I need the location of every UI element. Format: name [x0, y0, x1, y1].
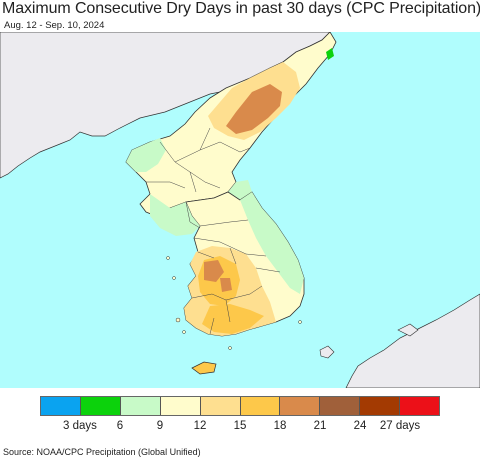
date-range: Aug. 12 - Sep. 10, 2024 — [4, 20, 105, 31]
nk-dark-green-spot — [326, 48, 334, 60]
legend-swatch — [240, 397, 281, 415]
legend-swatch — [80, 397, 121, 415]
island-dot — [298, 320, 302, 324]
source-note: Source: NOAA/CPC Precipitation (Global U… — [3, 447, 201, 457]
legend-swatch — [320, 397, 361, 415]
sk-brown-spot-2 — [220, 278, 232, 292]
island-dot — [172, 276, 176, 280]
legend-swatch — [200, 397, 241, 415]
nk-brown-zone — [226, 84, 282, 134]
legend-swatch — [160, 397, 201, 415]
jeju-island — [191, 361, 217, 375]
legend-swatch — [400, 397, 440, 415]
nk-green-east — [228, 180, 252, 200]
admin-boundaries — [146, 127, 281, 335]
map-canvas — [0, 32, 480, 388]
island-dot — [166, 256, 170, 260]
sk-orange-south — [202, 304, 264, 334]
legend-label: 6 — [116, 420, 124, 432]
japan-kyushu — [345, 293, 480, 388]
legend-label: 12 — [193, 420, 207, 432]
legend-label: 24 — [353, 420, 367, 432]
legend-swatch — [280, 397, 321, 415]
legend-label: 3 days — [63, 420, 97, 432]
sk-green-west — [150, 194, 200, 236]
nk-green-west — [126, 138, 166, 172]
island-dot — [228, 346, 232, 350]
sk-brown-spot — [204, 260, 224, 282]
japan-islet-2 — [397, 323, 419, 337]
map-area — [0, 32, 480, 388]
map-title: Maximum Consecutive Dry Days in past 30 … — [2, 0, 480, 17]
island-dot — [175, 317, 181, 323]
legend-color-bar — [40, 396, 440, 416]
legend-labels: 3 days 6 9 12 15 18 21 24 27 days — [40, 420, 440, 436]
island-dot — [182, 330, 186, 334]
sk-green-east — [240, 192, 304, 294]
legend-swatch — [41, 397, 81, 415]
legend-swatch — [360, 397, 401, 415]
legend-label: 18 — [273, 420, 287, 432]
legend-label: 27 days — [379, 420, 421, 432]
legend-swatch — [120, 397, 161, 415]
legend-label: 9 — [156, 420, 164, 432]
japan-islet-1 — [319, 345, 335, 359]
legend-label: 15 — [233, 420, 247, 432]
legend-label: 21 — [313, 420, 327, 432]
